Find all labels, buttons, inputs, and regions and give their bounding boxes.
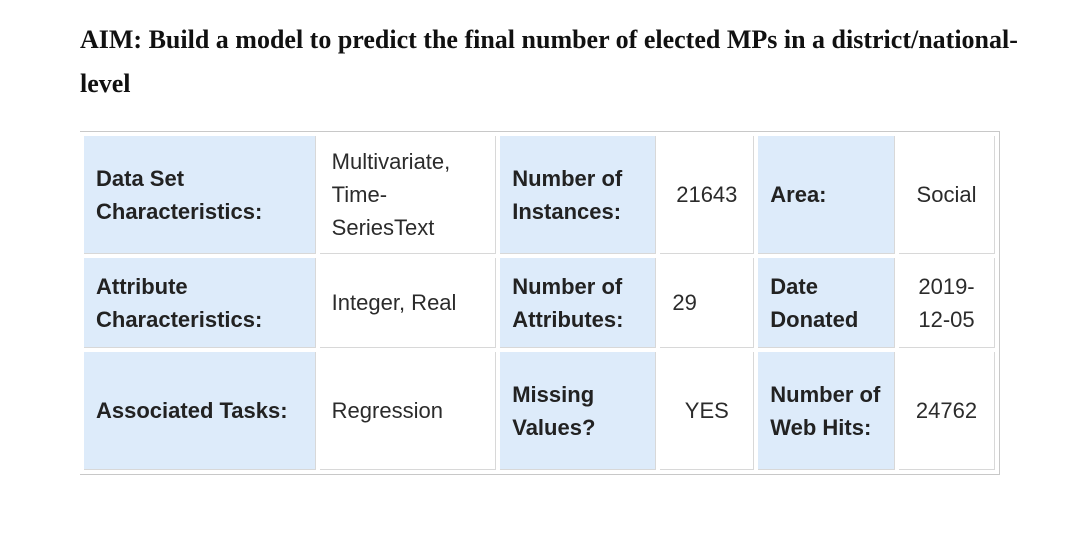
- attribute-characteristics-label: Attribute Characteristics:: [84, 258, 316, 348]
- number-of-attributes-label: Number of Attributes:: [500, 258, 657, 348]
- area-label: Area:: [758, 136, 896, 254]
- date-donated-label: Date Donated: [758, 258, 896, 348]
- missing-values-label: Missing Values?: [500, 352, 657, 470]
- data-set-characteristics-label: Data Set Characteristics:: [84, 136, 316, 254]
- number-of-instances-value: 21643: [660, 136, 755, 254]
- associated-tasks-value: Regression: [319, 352, 497, 470]
- missing-values-value: YES: [660, 352, 755, 470]
- data-set-characteristics-value: Multivariate, Time-SeriesText: [319, 136, 497, 254]
- attribute-characteristics-value: Integer, Real: [319, 258, 497, 348]
- date-donated-value: 2019-12-05: [899, 258, 995, 348]
- dataset-info-table: Data Set Characteristics: Multivariate, …: [80, 131, 1000, 475]
- aim-heading: AIM: Build a model to predict the final …: [80, 25, 1018, 98]
- table-row: Data Set Characteristics: Multivariate, …: [84, 136, 995, 254]
- number-of-instances-label: Number of Instances:: [500, 136, 657, 254]
- number-of-attributes-value: 29: [660, 258, 755, 348]
- table-row: Associated Tasks: Regression Missing Val…: [84, 352, 995, 470]
- number-of-web-hits-label: Number of Web Hits:: [758, 352, 896, 470]
- area-value: Social: [899, 136, 995, 254]
- table-row: Attribute Characteristics: Integer, Real…: [84, 258, 995, 348]
- associated-tasks-label: Associated Tasks:: [84, 352, 316, 470]
- number-of-web-hits-value: 24762: [899, 352, 995, 470]
